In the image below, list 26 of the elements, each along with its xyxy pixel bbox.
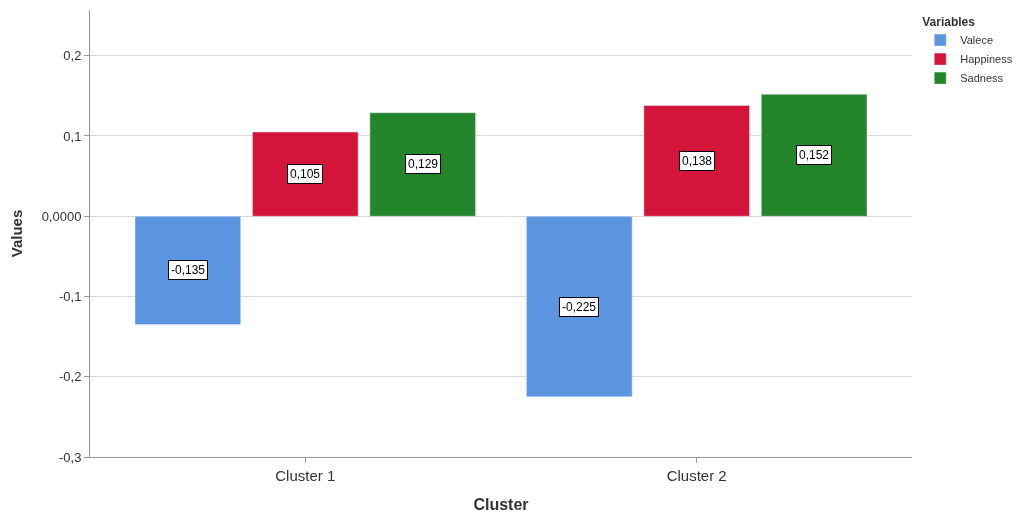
y-axis-title: Values xyxy=(7,209,25,258)
x-tick-label: Cluster 2 xyxy=(666,467,727,484)
bar xyxy=(761,94,868,217)
bar xyxy=(252,131,359,217)
data-label: 0,138 xyxy=(682,154,713,168)
data-label: 0,152 xyxy=(799,148,830,162)
data-label: 0,105 xyxy=(290,167,321,181)
bar xyxy=(134,216,241,325)
y-tick-label: -0,1 xyxy=(58,289,82,305)
y-tick-label: -0,3 xyxy=(58,449,82,465)
x-axis-title: Cluster xyxy=(473,495,529,513)
bar xyxy=(526,216,633,398)
bar xyxy=(369,112,476,217)
bar xyxy=(643,105,750,217)
legend-label: Sadness xyxy=(960,72,1004,85)
y-tick-label: 0,1 xyxy=(63,128,82,144)
data-label: -0,135 xyxy=(171,263,206,277)
legend-label: Happiness xyxy=(960,53,1013,66)
legend-title: Variables xyxy=(922,14,976,29)
x-tick-label: Cluster 1 xyxy=(275,467,336,484)
legend-label: Valece xyxy=(960,34,994,47)
y-tick-label: -0,2 xyxy=(58,369,82,385)
data-label: 0,129 xyxy=(408,157,439,171)
y-tick-label: 0,2 xyxy=(63,48,82,64)
data-label: -0,225 xyxy=(562,300,597,314)
y-tick-label: 0,0000 xyxy=(41,208,82,224)
